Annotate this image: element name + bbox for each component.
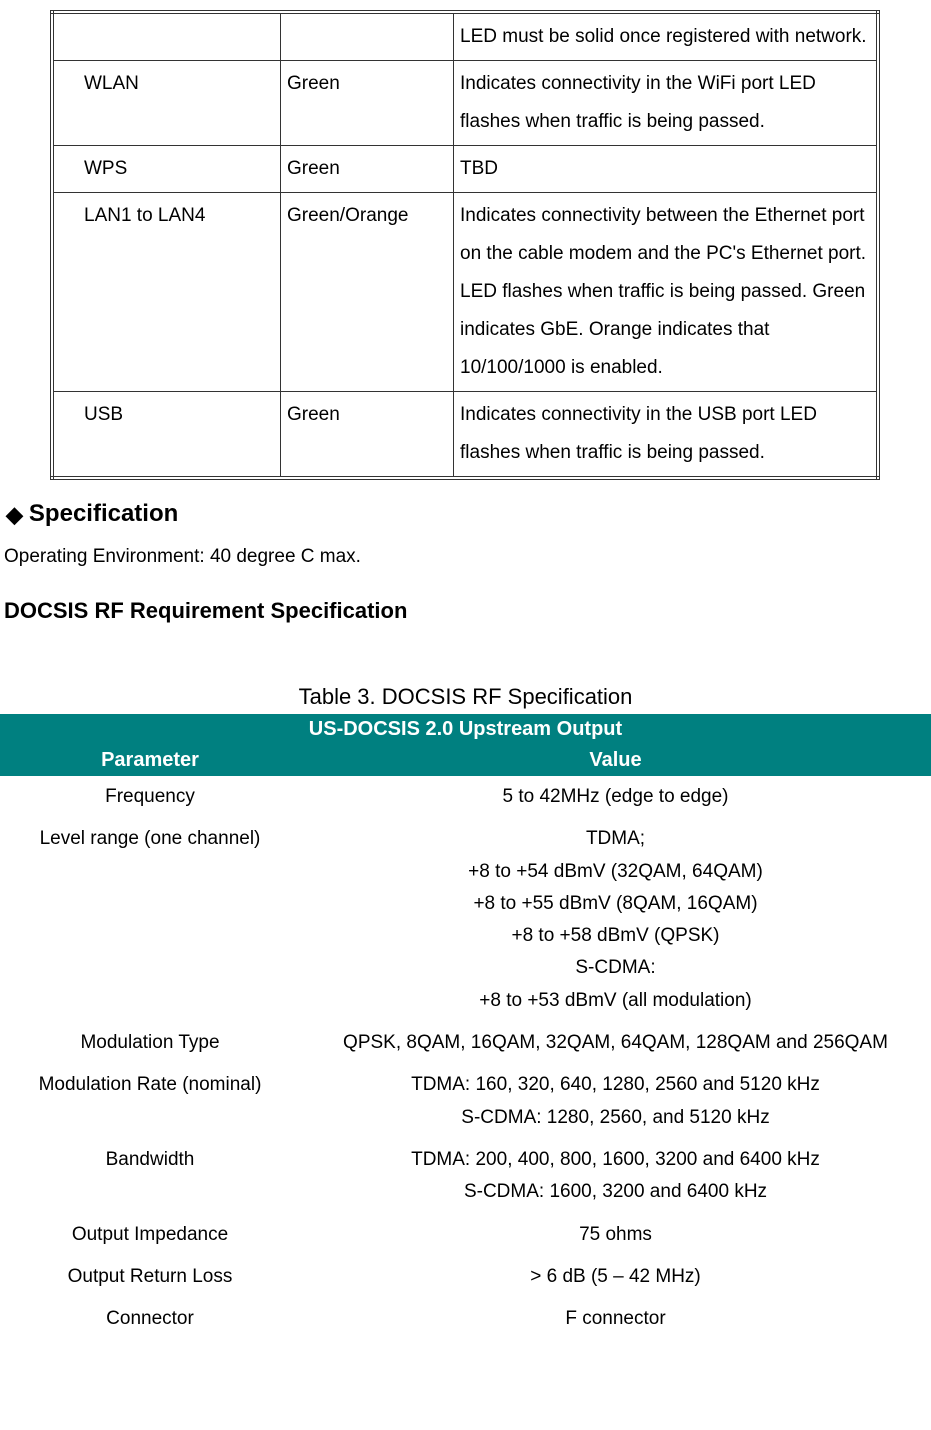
spec-param-cell: Bandwidth — [0, 1139, 300, 1214]
led-color-cell: Green — [281, 146, 454, 193]
spec-value-cell: TDMA: 200, 400, 800, 1600, 3200 and 6400… — [300, 1139, 931, 1214]
led-name-cell: WPS — [52, 146, 281, 193]
spec-param-cell: Modulation Type — [0, 1022, 300, 1064]
docsis-rf-heading: DOCSIS RF Requirement Specification — [4, 598, 931, 624]
operating-environment-text: Operating Environment: 40 degree C max. — [4, 546, 931, 568]
led-desc-cell: Indicates connectivity between the Ether… — [454, 193, 879, 392]
table-caption: Table 3. DOCSIS RF Specification — [0, 684, 931, 710]
spec-value-cell: > 6 dB (5 – 42 MHz) — [300, 1256, 931, 1298]
led-color-cell: Green — [281, 392, 454, 479]
spec-col-parameter: Parameter — [0, 745, 300, 776]
led-desc-cell: Indicates connectivity in the USB port L… — [454, 392, 879, 479]
spec-value-cell: F connector — [300, 1298, 931, 1340]
led-desc-cell: LED must be solid once registered with n… — [454, 12, 879, 61]
led-name-cell: USB — [52, 392, 281, 479]
section-title-text: Specification — [29, 500, 178, 527]
spec-value-cell: TDMA: 160, 320, 640, 1280, 2560 and 5120… — [300, 1064, 931, 1139]
spec-value-cell: TDMA;+8 to +54 dBmV (32QAM, 64QAM)+8 to … — [300, 818, 931, 1022]
led-desc-cell: Indicates connectivity in the WiFi port … — [454, 61, 879, 146]
spec-param-cell: Modulation Rate (nominal) — [0, 1064, 300, 1139]
led-desc-cell: TBD — [454, 146, 879, 193]
spec-param-cell: Output Impedance — [0, 1214, 300, 1256]
led-color-cell: Green — [281, 61, 454, 146]
docsis-spec-table: US-DOCSIS 2.0 Upstream Output Parameter … — [0, 714, 931, 1340]
spec-value-cell: 75 ohms — [300, 1214, 931, 1256]
spec-param-cell: Connector — [0, 1298, 300, 1340]
led-name-cell: LAN1 to LAN4 — [52, 193, 281, 392]
specification-heading: ◆Specification — [0, 500, 931, 528]
spec-param-cell: Frequency — [0, 776, 300, 818]
diamond-bullet-icon: ◆ — [6, 502, 23, 528]
spec-value-cell: 5 to 42MHz (edge to edge) — [300, 776, 931, 818]
spec-value-cell: QPSK, 8QAM, 16QAM, 32QAM, 64QAM, 128QAM … — [300, 1022, 931, 1064]
spec-param-cell: Output Return Loss — [0, 1256, 300, 1298]
spec-top-header: US-DOCSIS 2.0 Upstream Output — [0, 714, 931, 745]
spec-param-cell: Level range (one channel) — [0, 818, 300, 1022]
led-color-cell: Green/Orange — [281, 193, 454, 392]
led-name-cell — [52, 12, 281, 61]
led-color-cell — [281, 12, 454, 61]
spec-col-value: Value — [300, 745, 931, 776]
led-name-cell: WLAN — [52, 61, 281, 146]
led-status-table: LED must be solid once registered with n… — [50, 10, 880, 480]
